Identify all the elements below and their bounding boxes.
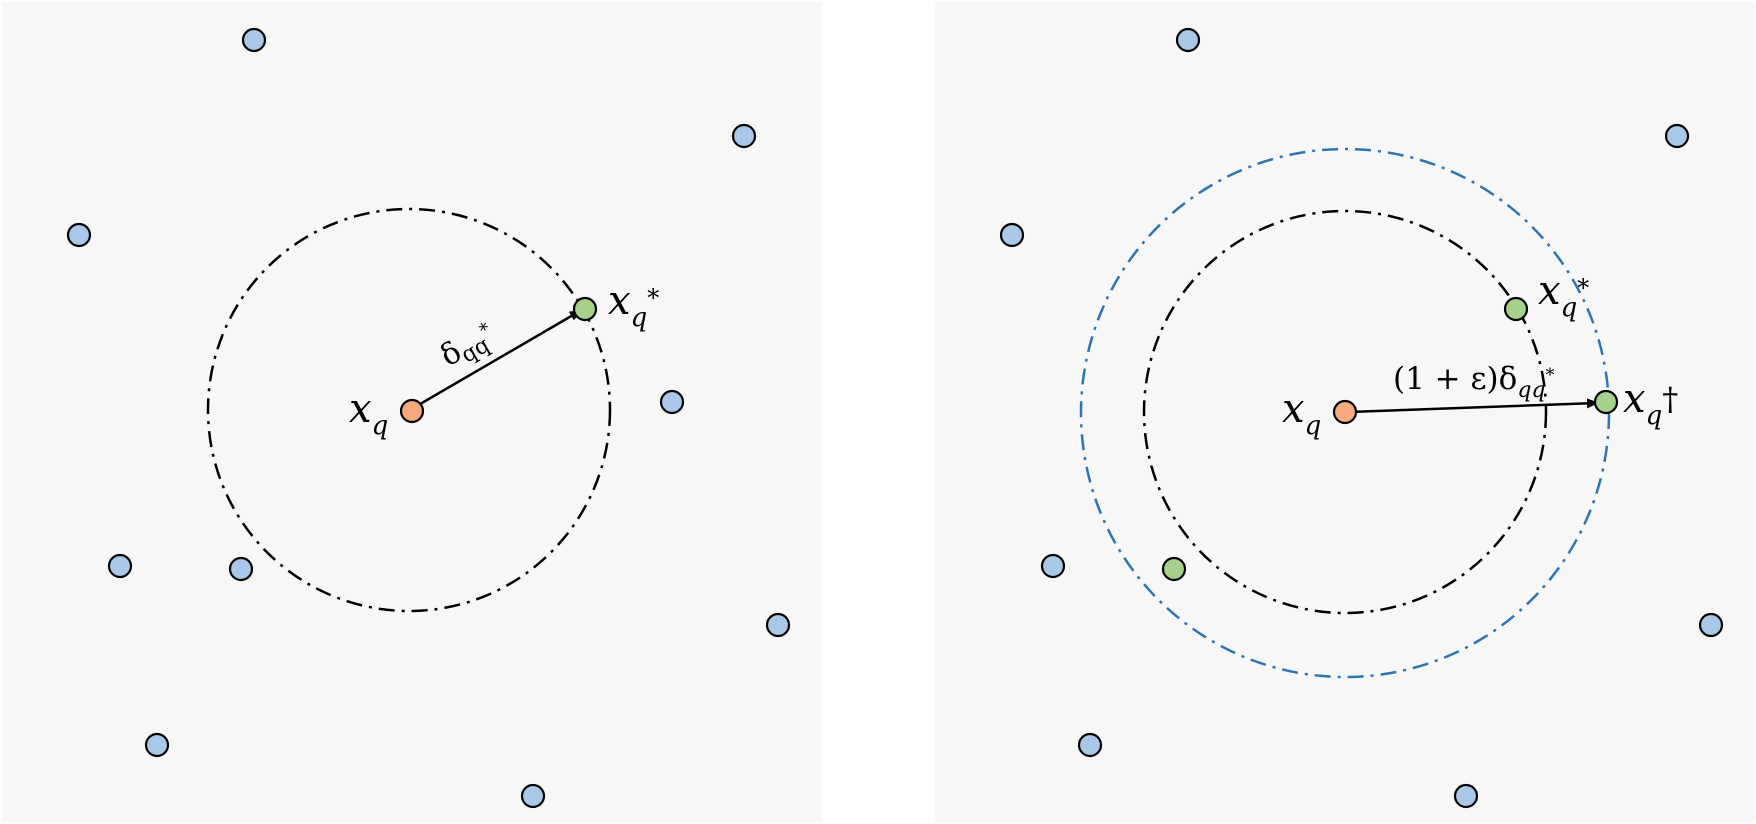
data-point [66,222,92,248]
query-label: xq [1282,386,1321,441]
distance-arrow [414,309,582,409]
data-point [520,783,546,809]
nearest-neighbor-label: xq* [1538,268,1589,323]
data-point [144,732,170,758]
data-point [107,553,133,579]
data-point [1698,612,1724,638]
approx-distance-arrow [1348,398,1599,414]
candidate-point [1161,556,1187,582]
exact-nn-panel: xq xq* δqq* [2,2,822,822]
approximate-neighbor-label: xq† [1623,376,1678,431]
approximate-neighbor-point [1593,389,1619,415]
data-point [999,222,1025,248]
data-point [765,612,791,638]
data-point [1077,732,1103,758]
approx-distance-label: (1 + ε)δqq* [1393,361,1555,403]
inner-radius-circle [1142,209,1548,615]
data-point [1664,123,1690,149]
query-point [1332,399,1358,425]
distance-label: δqq* [435,316,502,377]
data-point [1453,783,1479,809]
query-label: xq [349,386,388,441]
data-point [1175,27,1201,53]
data-point [1040,553,1066,579]
data-point [241,27,267,53]
data-point [731,123,757,149]
radius-circle [206,207,612,613]
nearest-neighbor-point [572,296,598,322]
nearest-neighbor-label: xq* [608,278,659,333]
query-point [399,398,425,424]
approximate-nn-diagram: xq xq* xq† (1 + ε)δqq* [999,27,1724,809]
approximate-nn-panel: xq xq* xq† (1 + ε)δqq* [935,2,1755,822]
nearest-neighbor-point [1503,296,1529,322]
data-point [228,556,254,582]
data-point [659,389,685,415]
exact-nn-diagram: xq xq* δqq* [66,27,791,809]
